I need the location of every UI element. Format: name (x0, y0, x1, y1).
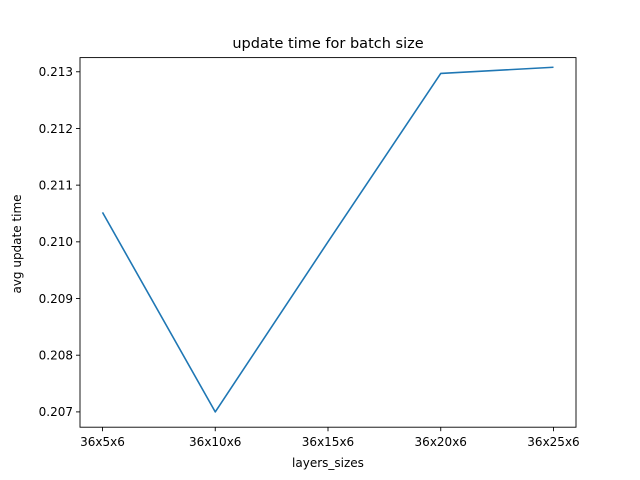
x-tick-label: 36x20x6 (415, 435, 467, 449)
chart-title: update time for batch size (232, 36, 423, 52)
y-tick-label: 0.208 (39, 349, 73, 363)
plot-area (101, 66, 554, 413)
y-axis-ticks: 0.207 0.208 0.209 0.210 0.211 0.212 0.213 (39, 65, 80, 419)
y-tick-label: 0.207 (39, 405, 73, 419)
y-tick-label: 0.210 (39, 235, 73, 249)
x-tick-label: 36x25x6 (527, 435, 579, 449)
x-axis-label: layers_sizes (292, 456, 364, 470)
y-axis-label: avg update time (10, 194, 24, 293)
y-tick-label: 0.211 (39, 178, 73, 192)
x-tick-label: 36x15x6 (302, 435, 354, 449)
y-tick-label: 0.209 (39, 292, 73, 306)
series-line (101, 66, 554, 413)
x-tick-label: 36x5x6 (80, 435, 125, 449)
y-tick-label: 0.213 (39, 65, 73, 79)
x-axis-ticks: 36x5x6 36x10x6 36x15x6 36x20x6 36x25x6 (80, 427, 580, 449)
y-tick-label: 0.212 (39, 122, 73, 136)
x-tick-label: 36x10x6 (189, 435, 241, 449)
